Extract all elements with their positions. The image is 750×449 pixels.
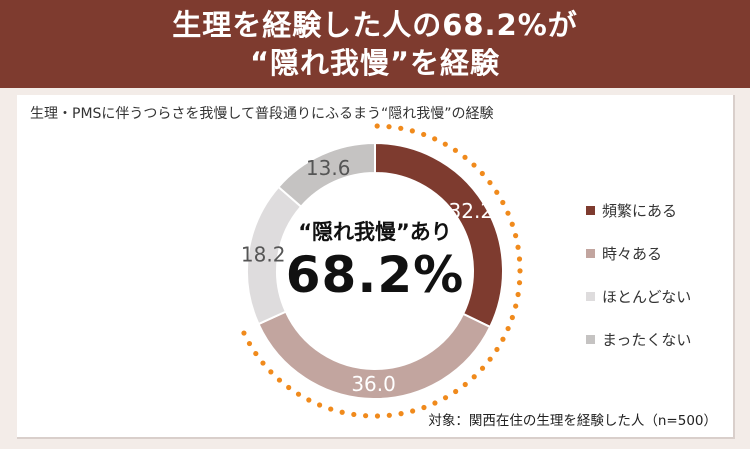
legend-swatch bbox=[586, 248, 595, 258]
highlight-dot bbox=[513, 233, 519, 239]
highlight-dot bbox=[241, 330, 247, 336]
highlight-dot bbox=[517, 268, 523, 274]
chart-title: 生理・PMSに伴うつらさを我慢して普段通りにふるまう“隠れ我慢”の経験 bbox=[30, 106, 494, 122]
highlight-dot bbox=[509, 221, 515, 227]
highlight-dot bbox=[286, 384, 292, 391]
highlight-dot bbox=[479, 170, 485, 177]
highlight-dot bbox=[479, 365, 486, 371]
highlight-dot bbox=[374, 123, 380, 129]
highlight-dot bbox=[505, 210, 511, 216]
highlight-dot bbox=[432, 400, 438, 406]
highlight-dot bbox=[398, 125, 404, 131]
highlight-dot bbox=[410, 408, 416, 414]
legend: 頻繁にある 時々ある ほとんどない まったくない bbox=[586, 199, 691, 371]
highlight-dot bbox=[462, 154, 468, 160]
legend-item: まったくない bbox=[586, 328, 691, 350]
highlight-dot bbox=[471, 162, 477, 168]
legend-label: 頻繁にある bbox=[602, 201, 678, 220]
legend-item: ほとんどない bbox=[586, 285, 691, 307]
value-label: 36.0 bbox=[351, 372, 396, 396]
highlight-dot bbox=[421, 404, 427, 411]
highlight-dot bbox=[363, 413, 369, 419]
legend-label: 時々ある bbox=[602, 244, 663, 263]
highlight-dot bbox=[452, 147, 459, 153]
highlight-dot bbox=[386, 412, 392, 418]
legend-swatch bbox=[586, 334, 595, 344]
highlight-dot bbox=[442, 141, 448, 147]
highlight-dot bbox=[500, 336, 506, 342]
highlight-dot bbox=[398, 411, 404, 417]
legend-item: 時々ある bbox=[586, 242, 691, 264]
banner-title-line-1: 生理を経験した人の68.2%が bbox=[172, 8, 578, 42]
highlight-dot bbox=[515, 291, 521, 298]
highlight-dot bbox=[386, 124, 392, 130]
legend-swatch bbox=[586, 291, 595, 301]
highlight-dot bbox=[374, 413, 381, 419]
highlight-dot bbox=[487, 356, 493, 362]
footnote: 対象：関西在住の生理を経験した人（n=500） bbox=[428, 413, 717, 429]
legend-label: ほとんどない bbox=[602, 287, 692, 306]
highlight-dot bbox=[339, 409, 345, 415]
highlight-dot bbox=[276, 377, 283, 383]
highlight-dot bbox=[253, 350, 259, 357]
legend-item: 頻繁にある bbox=[586, 199, 691, 221]
legend-label: まったくない bbox=[602, 330, 692, 349]
highlight-dotted-arc bbox=[241, 123, 523, 419]
highlight-dot bbox=[509, 314, 515, 321]
highlight-dot bbox=[500, 199, 506, 206]
donut-chart: 32.2 36.0 18.2 13.6 bbox=[241, 123, 523, 419]
donut-slice bbox=[277, 141, 376, 209]
highlight-dot bbox=[260, 360, 266, 366]
highlight-dot bbox=[432, 136, 438, 142]
highlight-dot bbox=[515, 244, 521, 250]
highlight-dot bbox=[471, 374, 477, 380]
highlight-dot bbox=[453, 388, 459, 395]
highlight-dot bbox=[516, 280, 523, 286]
value-label: 18.2 bbox=[241, 243, 286, 267]
highlight-dot bbox=[494, 189, 500, 195]
donut-slices bbox=[246, 141, 504, 400]
center-label: “隠れ我慢”あり bbox=[298, 220, 452, 244]
highlight-dot bbox=[462, 381, 468, 388]
highlight-dot bbox=[505, 325, 511, 332]
value-label: 13.6 bbox=[306, 156, 351, 180]
center-value: 68.2% bbox=[285, 246, 465, 304]
chart-panel: 生理・PMSに伴うつらさを我慢して普段通りにふるまう“隠れ我慢”の経験 32.2… bbox=[17, 95, 735, 439]
legend-swatch bbox=[586, 205, 595, 215]
highlight-dot bbox=[494, 346, 500, 353]
highlight-dot bbox=[268, 369, 274, 375]
highlight-dot bbox=[316, 402, 323, 408]
highlight-dot bbox=[306, 397, 312, 403]
highlight-dot bbox=[328, 406, 334, 412]
highlight-dot bbox=[513, 303, 519, 309]
highlight-dot bbox=[487, 179, 493, 186]
highlight-dot bbox=[516, 256, 523, 262]
value-labels: 32.2 36.0 18.2 13.6 bbox=[241, 156, 493, 396]
highlight-dot bbox=[421, 131, 427, 138]
value-label: 32.2 bbox=[449, 199, 494, 223]
highlight-dot bbox=[409, 128, 415, 134]
highlight-dot bbox=[295, 391, 302, 397]
banner-title-line-2: “隠れ我慢”を経験 bbox=[249, 46, 501, 80]
highlight-dot bbox=[351, 411, 357, 418]
title-banner: 生理を経験した人の68.2%が “隠れ我慢”を経験 bbox=[0, 0, 750, 88]
highlight-dot bbox=[246, 340, 253, 347]
highlight-dot bbox=[442, 395, 449, 401]
